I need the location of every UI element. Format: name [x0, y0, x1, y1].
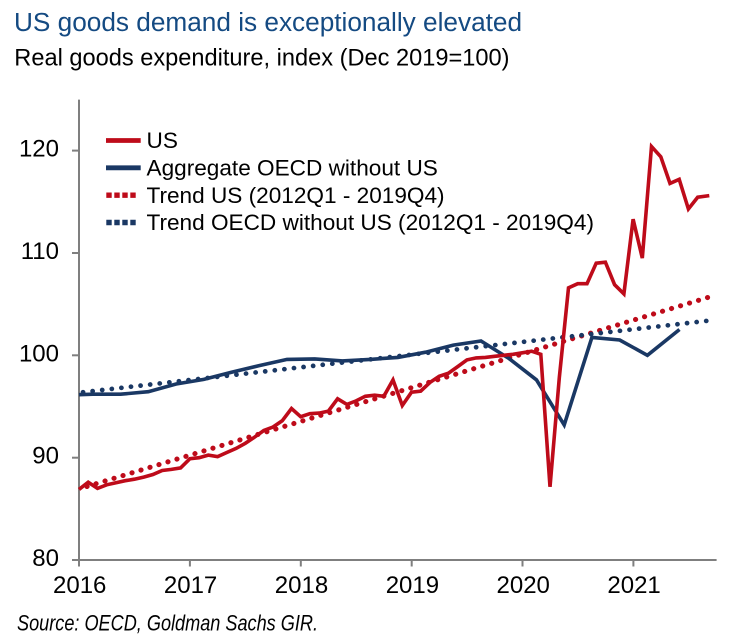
svg-text:110: 110: [21, 238, 59, 265]
svg-text:Trend OECD without US (2012Q1: Trend OECD without US (2012Q1 - 2019Q4): [147, 210, 594, 235]
svg-text:US goods demand is exceptional: US goods demand is exceptionally elevate…: [14, 7, 522, 37]
svg-text:2017: 2017: [164, 572, 217, 599]
svg-text:2016: 2016: [53, 572, 106, 599]
svg-text:2018: 2018: [275, 572, 328, 599]
svg-text:100: 100: [19, 340, 59, 367]
svg-text:Source: OECD, Goldman Sachs GI: Source: OECD, Goldman Sachs GIR.: [17, 611, 318, 636]
svg-text:80: 80: [32, 545, 59, 572]
svg-text:90: 90: [32, 443, 59, 470]
svg-text:Aggregate OECD without US: Aggregate OECD without US: [147, 155, 438, 180]
svg-text:2020: 2020: [497, 572, 550, 599]
svg-text:Trend US (2012Q1 - 2019Q4): Trend US (2012Q1 - 2019Q4): [147, 183, 445, 208]
svg-text:2019: 2019: [386, 572, 439, 599]
svg-text:US: US: [147, 128, 178, 153]
svg-text:120: 120: [19, 136, 59, 163]
svg-text:Real goods expenditure, index: Real goods expenditure, index (Dec 2019=…: [14, 45, 509, 71]
svg-text:2021: 2021: [607, 572, 660, 599]
